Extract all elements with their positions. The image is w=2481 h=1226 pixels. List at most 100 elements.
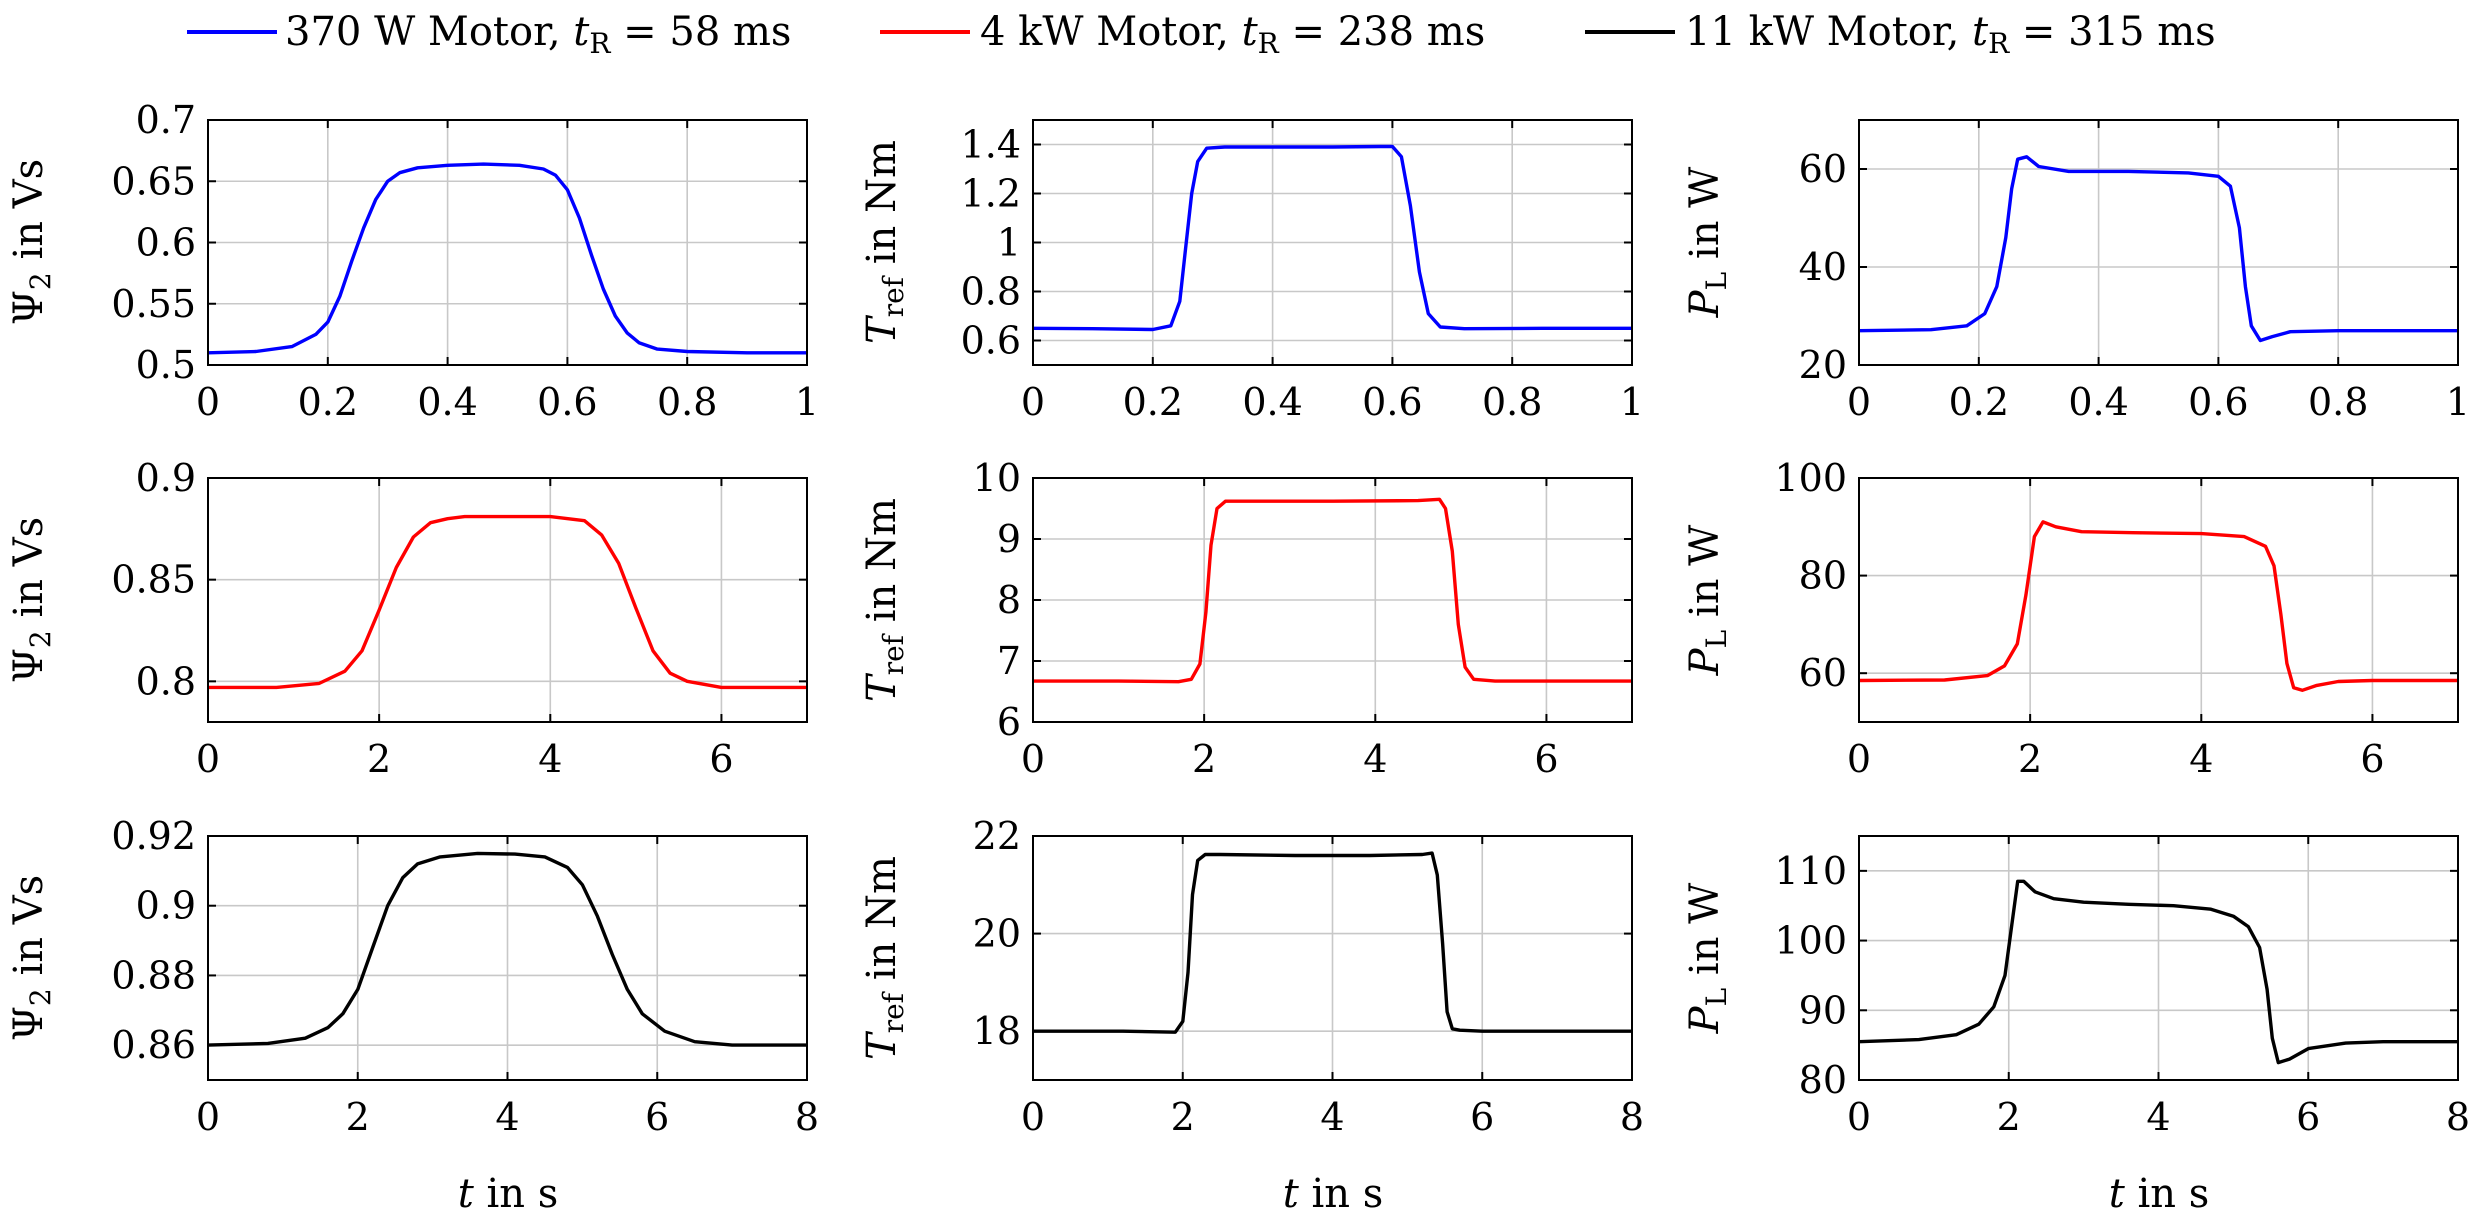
x-tick-label: 0 (1021, 737, 1045, 781)
panel-1-1: 0 2 4 6 6 7 8 9 10 (973, 456, 1633, 781)
x-tick-label: 8 (795, 1095, 819, 1139)
xlabel-col1: t in s (1283, 1171, 1384, 1217)
series-line (1032, 144, 1632, 332)
series-line (208, 514, 807, 690)
y-tick-label: 1.2 (961, 172, 1021, 216)
x-tick-label: 0 (196, 737, 220, 781)
y-tick-label: 0.8 (961, 270, 1021, 314)
xlabel-col0: t in s (458, 1171, 559, 1217)
series-line (1858, 879, 2458, 1065)
legend-entry-11kw: 11 kW Motor, tR = 315 ms (1685, 9, 2216, 60)
x-tick-label: 8 (2446, 1095, 2470, 1139)
y-tick-label: 0.55 (111, 282, 196, 326)
panel-1-2: 0 2 4 6 60 80 100 (1774, 456, 2459, 781)
panels: 0 0.2 0.4 0.6 0.8 1 0.5 0.55 0.6 0.65 0.7 0 0.2 0.4 0.… (111, 98, 2470, 1139)
x-tick-label: 0.8 (657, 380, 717, 424)
y-tick-label: 0.9 (136, 884, 196, 928)
y-tick-label: 100 (1774, 919, 1847, 963)
y-tick-label: 90 (1799, 988, 1847, 1032)
y-tick-label: 20 (1799, 343, 1847, 387)
x-tick-label: 2 (1171, 1095, 1195, 1139)
ylabel-pl-row1: PL in W (1682, 525, 1733, 677)
x-tick-label: 2 (1997, 1095, 2021, 1139)
y-tick-label: 1.4 (961, 123, 1021, 167)
series-line (207, 851, 807, 1047)
x-tick-label: 0.8 (1482, 380, 1542, 424)
y-tick-label: 0.6 (961, 319, 1021, 363)
x-tick-label: 1 (1620, 380, 1644, 424)
y-tick-label: 80 (1799, 554, 1847, 598)
ylabel-psi2-row0: Ψ2 in Vs (6, 159, 57, 325)
y-tick-label: 1 (997, 221, 1021, 265)
y-tick-label: 60 (1799, 147, 1847, 191)
xlabel-col2: t in s (2109, 1171, 2210, 1217)
y-tick-label: 10 (973, 456, 1021, 500)
x-tick-label: 0.6 (1362, 380, 1422, 424)
panel-2-2: 0 2 4 6 8 80 90 100 110 (1774, 835, 2470, 1139)
panel-2-1: 0 2 4 6 8 18 20 22 (973, 814, 1644, 1139)
ylabel-psi2-row2: Ψ2 in Vs (6, 875, 57, 1041)
x-tick-label: 0 (196, 380, 220, 424)
y-axis-labels: Ψ2 in Vs Ψ2 in Vs Ψ2 in Vs Tref in Nm Tr… (6, 140, 1733, 1060)
y-tick-label: 20 (973, 912, 1021, 956)
legend-entry-4kw: 4 kW Motor, tR = 238 ms (980, 9, 1485, 60)
x-tick-label: 2 (367, 737, 391, 781)
x-axis-labels: t in s t in s t in s (458, 1171, 2210, 1217)
ylabel-psi2-row1: Ψ2 in Vs (6, 517, 57, 683)
x-tick-label: 0 (1021, 380, 1045, 424)
y-tick-label: 0.65 (111, 159, 196, 203)
axes-frame (1858, 119, 2459, 366)
series-line (207, 162, 807, 355)
y-tick-label: 110 (1774, 849, 1847, 893)
ylabel-pl-row0: PL in W (1682, 167, 1733, 319)
y-tick-label: 8 (997, 578, 1021, 622)
axes-frame (207, 477, 808, 723)
y-tick-label: 0.5 (136, 343, 196, 387)
y-tick-label: 0.9 (136, 456, 196, 500)
x-tick-label: 0.4 (417, 380, 477, 424)
series-line (1033, 851, 1632, 1034)
x-tick-label: 1 (2446, 380, 2470, 424)
y-tick-label: 60 (1799, 651, 1847, 695)
x-tick-label: 0 (1847, 1095, 1871, 1139)
x-tick-label: 1 (795, 380, 819, 424)
x-tick-label: 2 (2018, 737, 2042, 781)
x-tick-label: 4 (495, 1095, 519, 1139)
panel-2-0: 0 2 4 6 8 0.86 0.88 0.9 0.92 (111, 814, 819, 1139)
x-tick-label: 0.2 (1949, 380, 2009, 424)
ylabel-tref-row1: Tref in Nm (859, 498, 910, 702)
series-line (1858, 155, 2458, 343)
x-tick-label: 4 (538, 737, 562, 781)
x-tick-label: 0.8 (2308, 380, 2368, 424)
x-tick-label: 0.4 (1242, 380, 1302, 424)
x-tick-label: 0.4 (2068, 380, 2128, 424)
x-tick-label: 6 (1470, 1095, 1494, 1139)
legend: 370 W Motor, tR = 58 ms 4 kW Motor, tR =… (187, 9, 2216, 60)
panel-0-1: 0 0.2 0.4 0.6 0.8 1 0.6 0.8 1 1.2 1.4 (961, 119, 1644, 424)
x-tick-label: 2 (346, 1095, 370, 1139)
x-tick-label: 0.2 (1123, 380, 1183, 424)
x-tick-label: 6 (645, 1095, 669, 1139)
ylabel-pl-row2: PL in W (1682, 883, 1733, 1035)
x-tick-label: 0.6 (2188, 380, 2248, 424)
y-tick-label: 0.92 (111, 814, 196, 858)
ylabel-tref-row0: Tref in Nm (859, 140, 910, 344)
x-tick-label: 8 (1620, 1095, 1644, 1139)
x-tick-label: 4 (1363, 737, 1387, 781)
x-tick-label: 6 (1534, 737, 1558, 781)
x-tick-label: 6 (2360, 737, 2384, 781)
y-tick-label: 0.86 (111, 1023, 196, 1067)
legend-entry-370w: 370 W Motor, tR = 58 ms (285, 9, 791, 60)
y-tick-label: 80 (1799, 1058, 1847, 1102)
y-tick-label: 0.85 (111, 558, 196, 602)
x-tick-label: 0 (1021, 1095, 1045, 1139)
x-tick-label: 0 (196, 1095, 220, 1139)
x-tick-label: 0 (1847, 380, 1871, 424)
y-tick-label: 6 (997, 700, 1021, 744)
panel-1-0: 0 2 4 6 0.8 0.85 0.9 (111, 456, 808, 781)
y-tick-label: 40 (1799, 245, 1847, 289)
x-tick-label: 0.6 (537, 380, 597, 424)
x-tick-label: 0.2 (298, 380, 358, 424)
series-line (1858, 520, 2458, 692)
